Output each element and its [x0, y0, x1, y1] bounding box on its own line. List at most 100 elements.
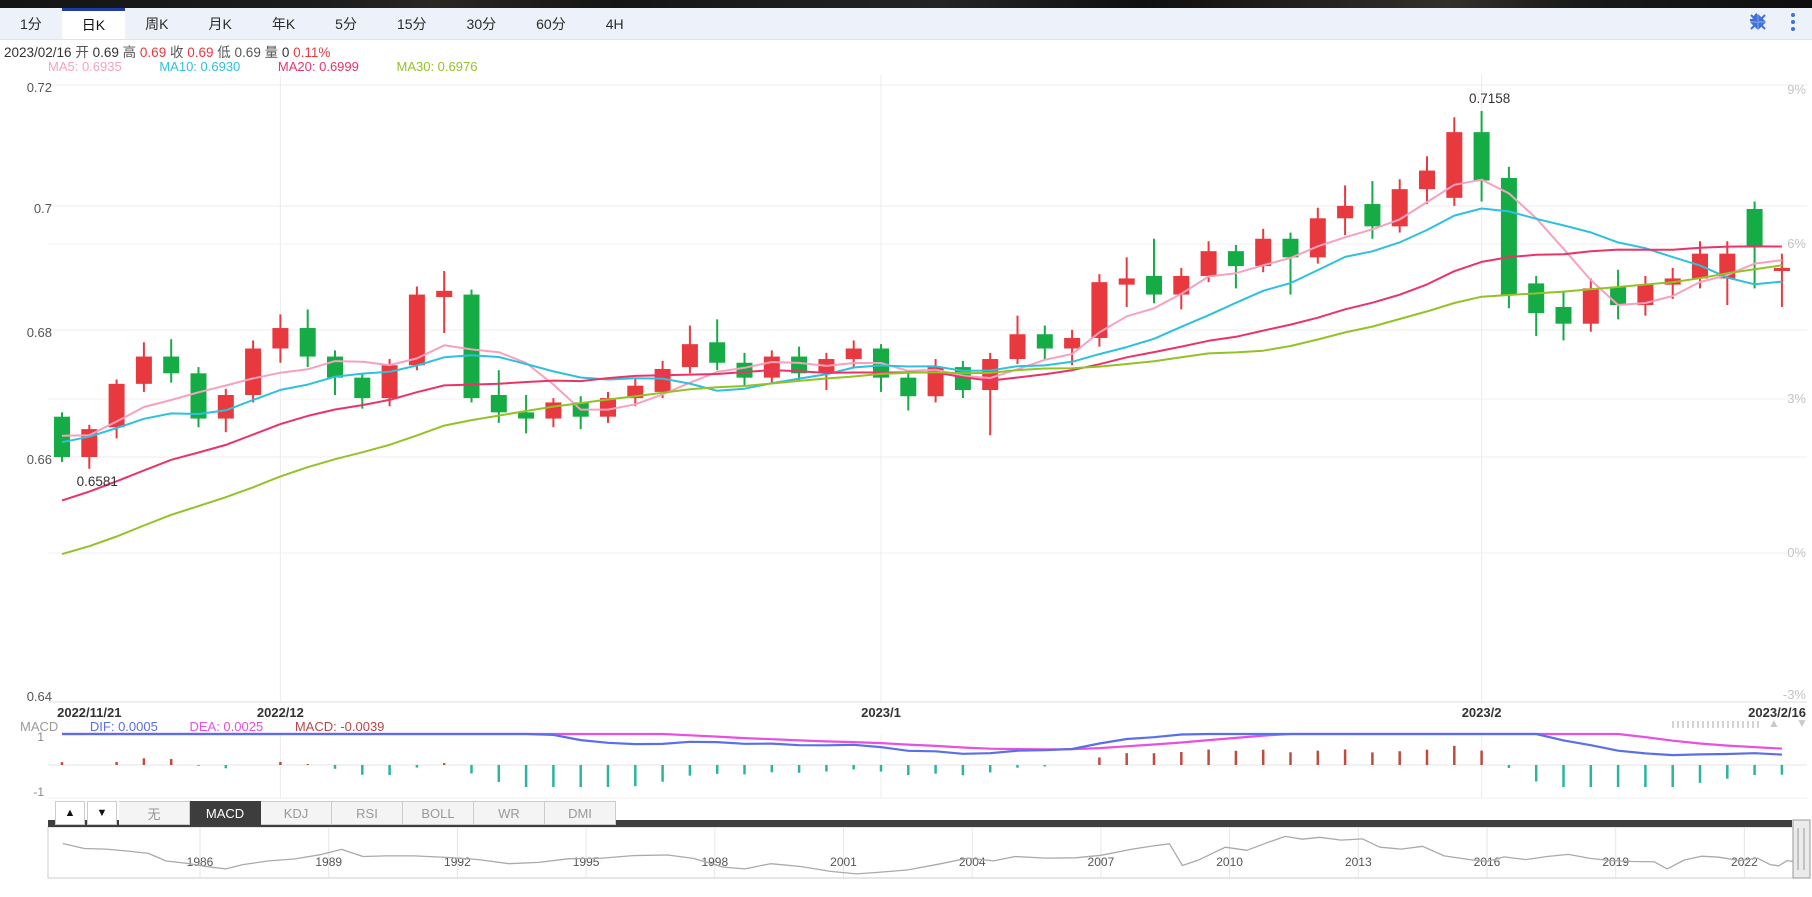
- candle-body-2023/01/19[interactable]: [1227, 251, 1244, 267]
- dif-line: [62, 732, 1782, 757]
- timeline-scrub-bar[interactable]: [48, 820, 1792, 827]
- candle-body-2022/12/30[interactable]: [845, 348, 862, 360]
- candle-body-2023/01/23[interactable]: [1282, 238, 1299, 258]
- indicator-tab-无[interactable]: 无: [119, 801, 190, 825]
- candle-body-2022/12/28[interactable]: [791, 356, 808, 374]
- candle-body-2022/12/08[interactable]: [408, 294, 425, 366]
- candle-body-2023/01/30[interactable]: [1419, 170, 1435, 190]
- candle-body-2023/01/16[interactable]: [1146, 275, 1162, 295]
- kebab-menu-icon[interactable]: [1790, 12, 1796, 32]
- macd-axis-bottom: -1: [33, 785, 44, 799]
- candle-body-2023/01/26[interactable]: [1364, 204, 1381, 227]
- candle-body-2022/12/14[interactable]: [518, 412, 535, 419]
- low-value: 0.69: [234, 45, 261, 60]
- candle-body-2022/12/09[interactable]: [436, 290, 453, 298]
- timeline-year-label: 1986: [187, 855, 214, 869]
- candle-body-2022/12/06[interactable]: [354, 377, 371, 399]
- indicator-up-button[interactable]: ▲: [55, 801, 85, 825]
- candle-body-2023/02/01[interactable]: [1473, 132, 1490, 181]
- pane-resize-handle[interactable]: [1672, 721, 1760, 728]
- candle-body-2023/01/25[interactable]: [1337, 205, 1354, 219]
- indicator-tab-BOLL[interactable]: BOLL: [403, 801, 474, 825]
- collapse-icon[interactable]: [1748, 12, 1768, 32]
- timeframe-tab-5分[interactable]: 5分: [335, 15, 357, 32]
- candle-body-2022/12/19[interactable]: [600, 398, 616, 417]
- timeframe-tab-周K[interactable]: 周K: [145, 15, 169, 32]
- candle-body-2023/01/06[interactable]: [982, 359, 999, 391]
- candle-body-2022/11/23[interactable]: [108, 383, 125, 428]
- timeframe-tab-1分[interactable]: 1分: [20, 15, 42, 32]
- candle-body-2022/12/13[interactable]: [490, 395, 507, 413]
- date-label: 2023/2: [1462, 705, 1502, 720]
- candle-body-2023/02/16[interactable]: [1773, 267, 1790, 271]
- timeframe-tab-4H[interactable]: 4H: [605, 15, 624, 32]
- candle-body-2023/01/04[interactable]: [927, 367, 944, 397]
- candle-body-2022/12/23[interactable]: [709, 342, 726, 363]
- timeframe-tab-日K[interactable]: 日K: [61, 8, 126, 39]
- candle-body-2023/01/11[interactable]: [1064, 337, 1081, 349]
- candle-body-2023/02/06[interactable]: [1555, 306, 1572, 324]
- timeframe-tab-30分[interactable]: 30分: [466, 15, 497, 32]
- candle-body-2022/12/02[interactable]: [299, 328, 316, 357]
- candle-body-2023/01/10[interactable]: [1036, 334, 1053, 349]
- candle-body-2022/12/05[interactable]: [327, 356, 343, 378]
- percent-axis-label: 0%: [1787, 545, 1806, 560]
- candle-body-2023/02/03[interactable]: [1528, 283, 1545, 314]
- indicator-down-button[interactable]: ▼: [87, 801, 117, 825]
- candle-body-2022/12/12[interactable]: [463, 294, 480, 399]
- candle-body-2023/02/15[interactable]: [1746, 209, 1763, 248]
- percent-axis-label: 3%: [1787, 391, 1806, 406]
- timeframe-tab-年K[interactable]: 年K: [271, 15, 296, 32]
- price-axis-label: 0.66: [27, 452, 52, 467]
- candle-body-2023/02/02[interactable]: [1500, 178, 1517, 295]
- candle-body-2022/12/22[interactable]: [681, 344, 698, 368]
- candle-body-2022/11/25[interactable]: [163, 356, 180, 374]
- candle-body-2023/01/17[interactable]: [1173, 275, 1190, 295]
- macd-value: MACD: -0.0039: [294, 719, 385, 734]
- timeline-drag-handle[interactable]: [1792, 819, 1811, 879]
- volume-value: 0: [281, 45, 290, 60]
- candle-body-2022/11/29[interactable]: [217, 395, 234, 419]
- candle-body-2023/01/24[interactable]: [1309, 218, 1326, 258]
- background-page-strip: [0, 0, 1812, 8]
- candle-body-2022/11/30[interactable]: [245, 348, 262, 396]
- candle-body-2023/01/18[interactable]: [1200, 251, 1217, 276]
- candle-body-2023/02/09[interactable]: [1637, 284, 1654, 306]
- candle-body-2022/12/01[interactable]: [272, 328, 289, 349]
- candle-body-2023/01/20[interactable]: [1255, 238, 1272, 267]
- candle-body-2022/11/21[interactable]: [54, 416, 70, 457]
- candle-body-2022/12/07[interactable]: [381, 365, 398, 399]
- pane-collapse-down-icon[interactable]: ▼: [1796, 716, 1808, 730]
- candle-body-2022/12/26[interactable]: [736, 362, 753, 378]
- indicator-tab-MACD[interactable]: MACD: [190, 801, 261, 825]
- indicator-tab-RSI[interactable]: RSI: [332, 801, 403, 825]
- candle-body-2023/01/31[interactable]: [1446, 132, 1463, 198]
- high-value: 0.69: [139, 45, 167, 60]
- candle-body-2023/01/12[interactable]: [1091, 282, 1108, 338]
- candle-body-2023/01/13[interactable]: [1118, 278, 1135, 285]
- timeframe-tab-15分[interactable]: 15分: [396, 15, 427, 32]
- candle-body-2022/11/24[interactable]: [135, 356, 152, 384]
- candle-body-2023/01/03[interactable]: [900, 377, 917, 397]
- date-label: 2022/11/21: [57, 705, 121, 720]
- indicator-tab-KDJ[interactable]: KDJ: [261, 801, 332, 825]
- indicator-tab-WR[interactable]: WR: [474, 801, 545, 825]
- timeline-year-label: 2013: [1345, 855, 1372, 869]
- timeframe-tab-60分[interactable]: 60分: [536, 15, 566, 32]
- candle-body-2023/01/09[interactable]: [1009, 334, 1026, 360]
- candle-body-2023/02/07[interactable]: [1582, 288, 1599, 324]
- timeline-year-label: 1995: [573, 855, 600, 869]
- timeframe-tab-月K[interactable]: 月K: [208, 15, 232, 32]
- dea-line: [62, 732, 1782, 751]
- candle-body-2022/12/15[interactable]: [545, 402, 562, 419]
- percent-axis-label: 9%: [1787, 82, 1806, 97]
- candle-body-2022/12/27[interactable]: [763, 356, 780, 378]
- ma20-value: MA20: 0.6999: [277, 59, 359, 74]
- pane-expand-up-icon[interactable]: ▲: [1768, 716, 1780, 730]
- candle-body-2022/11/28[interactable]: [190, 373, 207, 419]
- indicator-tab-DMI[interactable]: DMI: [545, 801, 616, 825]
- candle-body-2023/02/08[interactable]: [1610, 286, 1627, 306]
- macd-axis-top: 1: [37, 730, 44, 744]
